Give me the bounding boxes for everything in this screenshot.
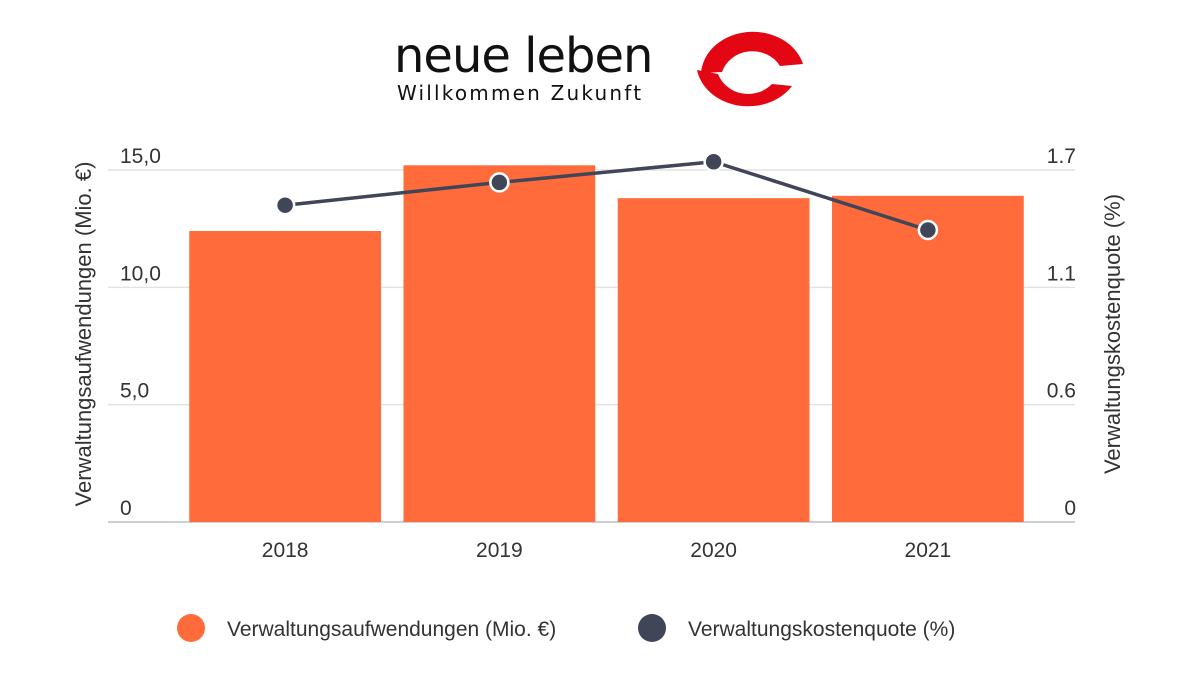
right-tick-label: 1.1: [1047, 262, 1076, 285]
bar-2018[interactable]: [189, 231, 382, 522]
left-tick-label: 15,0: [120, 145, 161, 168]
line-point-2020[interactable]: [703, 151, 724, 172]
legend-item-line-series[interactable]: Verwaltungskostenquote (%): [638, 614, 955, 642]
legend-swatch-line: [638, 614, 666, 642]
bar-2019[interactable]: [403, 165, 596, 522]
x-tick-label: 2021: [905, 539, 952, 562]
right-axis-title: Verwaltungskostenquote (%): [1100, 194, 1125, 474]
logo-swirl-icon: [697, 31, 803, 107]
left-axis-title: Verwaltungsaufwendungen (Mio. €): [71, 162, 96, 507]
x-axis-ticks: 2018 2019 2020 2021: [262, 539, 951, 562]
brand-logo: neue leben Willkommen Zukunft: [394, 28, 803, 107]
right-tick-label: 0: [1064, 497, 1076, 520]
legend-label-line: Verwaltungskostenquote (%): [688, 618, 955, 641]
right-tick-label: 0.6: [1047, 380, 1076, 403]
left-tick-label: 0: [120, 497, 132, 520]
bar-series: [189, 165, 1024, 522]
line-point-2021[interactable]: [917, 219, 939, 241]
logo-arc-upper: [701, 31, 803, 73]
legend-item-bar-series[interactable]: Verwaltungsaufwendungen (Mio. €): [177, 614, 556, 642]
line-series: [274, 151, 939, 241]
logo-tagline: Willkommen Zukunft: [397, 81, 643, 105]
logo-wordmark: neue leben: [394, 28, 652, 84]
x-tick-label: 2020: [690, 539, 737, 562]
x-tick-label: 2019: [476, 539, 523, 562]
series-line: [284, 159, 929, 232]
line-point-2018[interactable]: [274, 194, 296, 216]
left-axis-ticks: 0 5,0 10,0 15,0: [120, 145, 161, 520]
left-tick-label: 10,0: [120, 262, 161, 285]
bar-2021[interactable]: [831, 195, 1024, 522]
right-axis-ticks: 0 0.6 1.1 1.7: [1047, 145, 1076, 520]
line-point-2019[interactable]: [489, 172, 510, 193]
left-tick-label: 5,0: [120, 380, 149, 403]
bar-2020[interactable]: [617, 198, 810, 522]
x-tick-label: 2018: [262, 539, 309, 562]
legend: Verwaltungsaufwendungen (Mio. €) Verwalt…: [177, 614, 955, 642]
logo-arc-lower: [697, 70, 792, 107]
legend-label-bar: Verwaltungsaufwendungen (Mio. €): [227, 618, 556, 641]
legend-swatch-bar: [177, 614, 205, 642]
right-tick-label: 1.7: [1047, 145, 1076, 168]
